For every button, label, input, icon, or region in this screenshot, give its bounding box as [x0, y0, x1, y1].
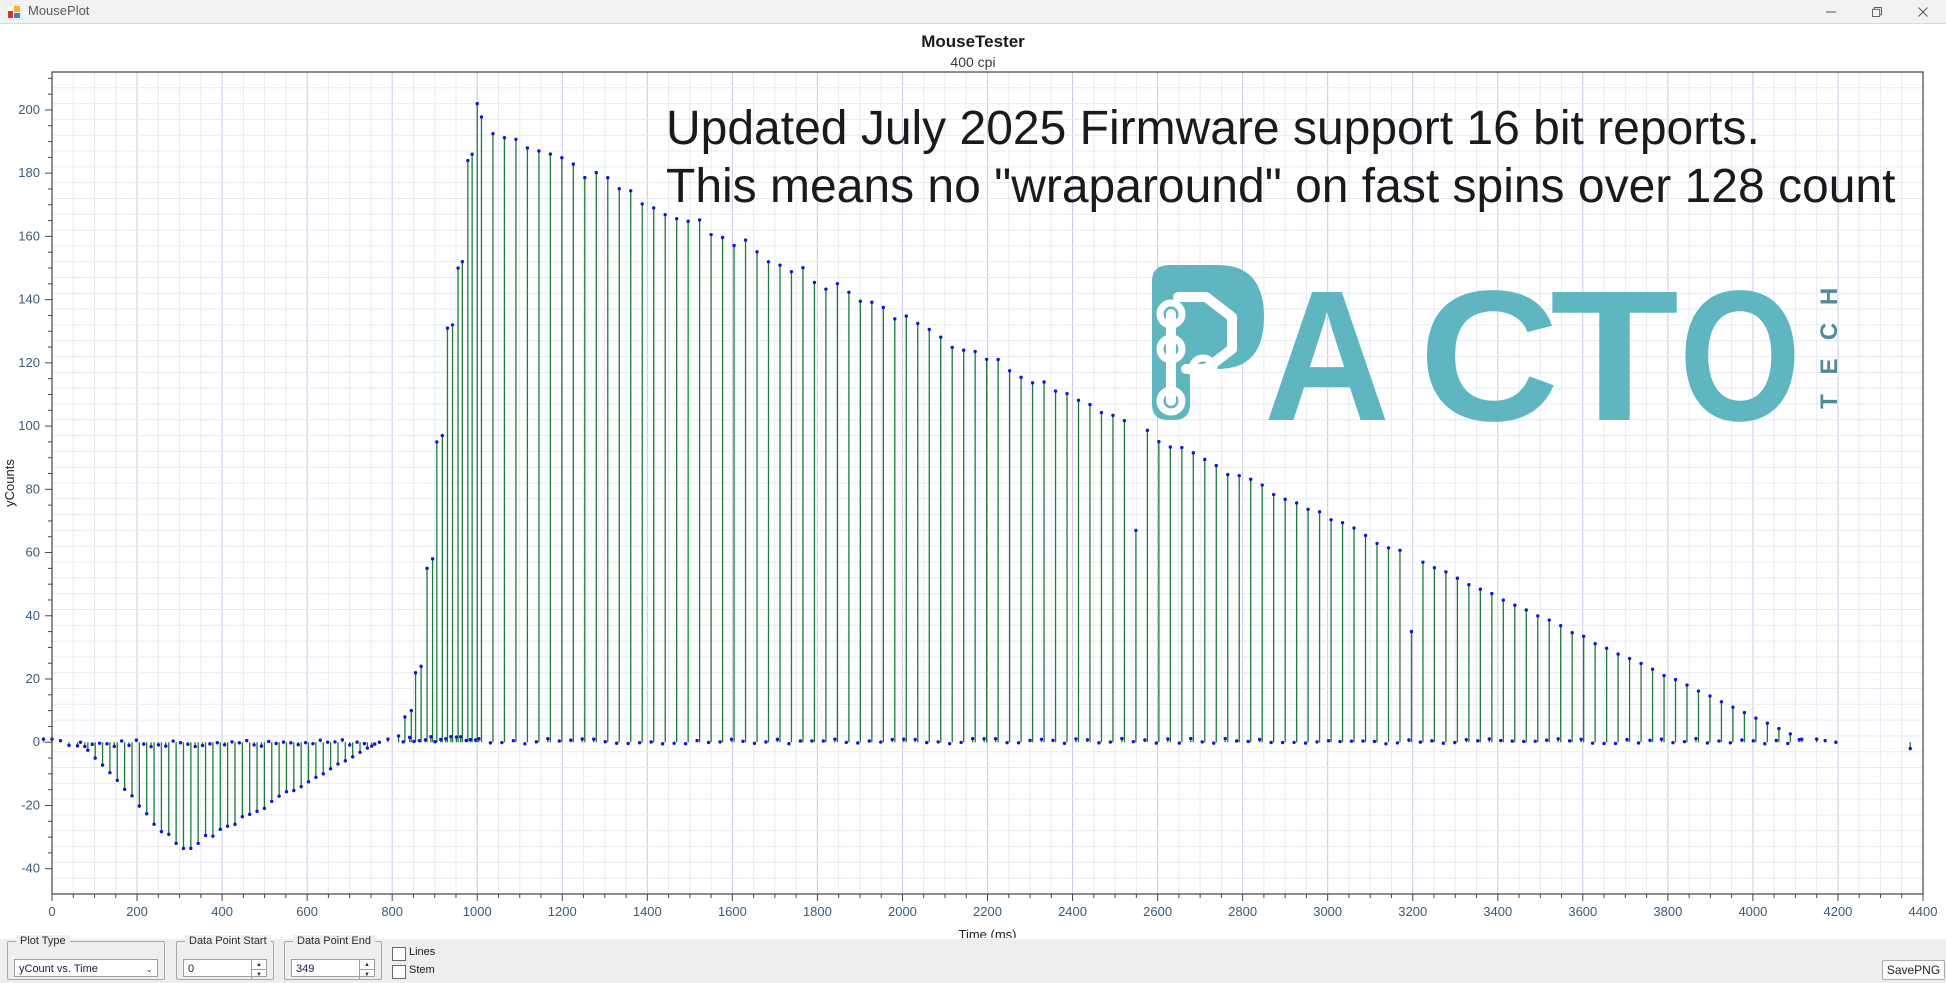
svg-text:E: E — [1816, 355, 1843, 374]
svg-text:160: 160 — [18, 228, 40, 243]
svg-text:60: 60 — [26, 545, 40, 560]
svg-text:1400: 1400 — [633, 904, 662, 919]
svg-text:-40: -40 — [21, 861, 40, 876]
svg-text:40: 40 — [26, 608, 40, 623]
svg-text:600: 600 — [296, 904, 318, 919]
svg-text:O: O — [1679, 253, 1801, 444]
svg-text:200: 200 — [126, 904, 148, 919]
svg-text:2400: 2400 — [1058, 904, 1087, 919]
svg-text:yCounts: yCounts — [2, 459, 17, 507]
svg-text:0: 0 — [33, 734, 40, 749]
svg-text:4200: 4200 — [1823, 904, 1852, 919]
svg-text:140: 140 — [18, 292, 40, 307]
svg-text:2000: 2000 — [888, 904, 917, 919]
svg-text:Time (ms): Time (ms) — [958, 927, 1016, 938]
svg-text:A: A — [1264, 253, 1390, 444]
svg-text:4000: 4000 — [1738, 904, 1767, 919]
svg-text:-20: -20 — [21, 797, 40, 812]
svg-text:C: C — [1816, 320, 1843, 340]
svg-text:2600: 2600 — [1143, 904, 1172, 919]
svg-text:2200: 2200 — [973, 904, 1002, 919]
svg-text:400: 400 — [211, 904, 233, 919]
svg-text:100: 100 — [18, 418, 40, 433]
svg-text:80: 80 — [26, 481, 40, 496]
svg-text:200: 200 — [18, 102, 40, 117]
svg-text:3200: 3200 — [1398, 904, 1427, 919]
svg-text:C: C — [1419, 253, 1559, 444]
svg-text:T: T — [1816, 391, 1843, 409]
svg-text:120: 120 — [18, 355, 40, 370]
svg-text:3800: 3800 — [1653, 904, 1682, 919]
svg-text:180: 180 — [18, 165, 40, 180]
svg-text:H: H — [1816, 285, 1843, 305]
svg-text:1000: 1000 — [463, 904, 492, 919]
svg-text:0: 0 — [48, 904, 55, 919]
svg-text:T: T — [1550, 253, 1679, 444]
svg-text:2800: 2800 — [1228, 904, 1257, 919]
svg-text:1600: 1600 — [718, 904, 747, 919]
svg-text:1200: 1200 — [548, 904, 577, 919]
svg-text:1800: 1800 — [803, 904, 832, 919]
svg-text:4400: 4400 — [1909, 904, 1938, 919]
svg-text:3400: 3400 — [1483, 904, 1512, 919]
svg-text:20: 20 — [26, 671, 40, 686]
svg-text:3000: 3000 — [1313, 904, 1342, 919]
svg-text:800: 800 — [381, 904, 403, 919]
svg-text:3600: 3600 — [1568, 904, 1597, 919]
